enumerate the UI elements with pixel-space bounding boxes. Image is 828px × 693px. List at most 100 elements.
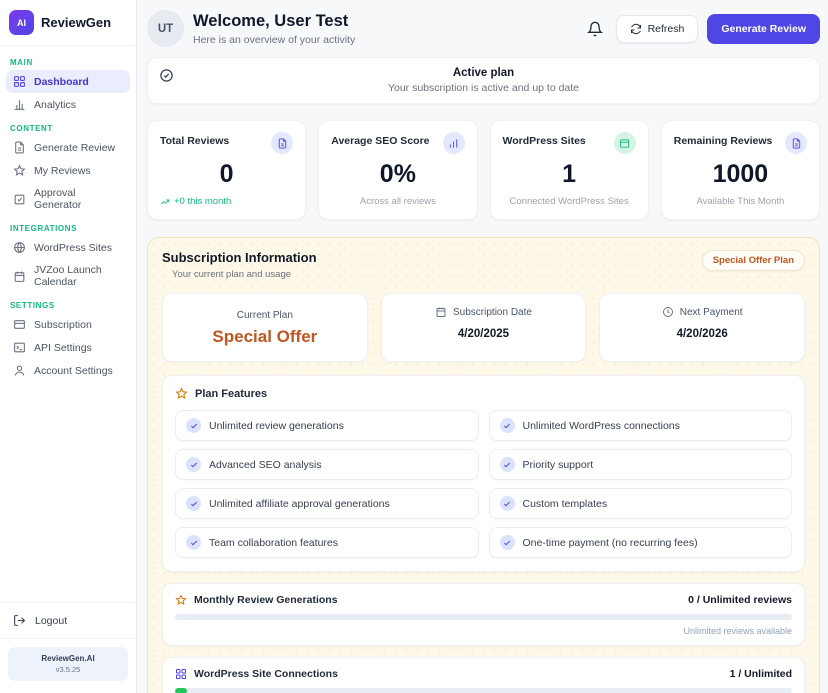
refresh-button[interactable]: Refresh — [615, 14, 699, 43]
stat-card-remaining-reviews: Remaining Reviews 1000 Available This Mo… — [660, 120, 820, 220]
stat-card-total-reviews: Total Reviews 0 +0 this month — [147, 120, 307, 220]
stat-footnote: Across all reviews — [359, 196, 436, 207]
plan-features-title: Plan Features — [195, 387, 268, 400]
usage-title: WordPress Site Connections — [194, 668, 338, 680]
sidebar-item-label: WordPress Sites — [34, 241, 112, 254]
stat-value: 0 — [219, 160, 234, 188]
calendar-icon — [13, 270, 26, 283]
app-logo-icon: AI — [9, 10, 34, 35]
banner-subtitle: Your subscription is active and up to da… — [387, 82, 580, 94]
sidebar-item-label: Approval Generator — [34, 187, 82, 211]
subscription-date-label: Subscription Date — [453, 306, 532, 318]
version-number: v3.5.25 — [55, 665, 81, 674]
current-plan-card: Current Plan Special Offer — [162, 293, 368, 362]
sidebar-item-label: JVZoo Launch Calendar — [34, 264, 102, 288]
trending-up-icon — [160, 197, 170, 207]
monthly-review-generations-card: Monthly Review Generations 0 / Unlimited… — [162, 583, 805, 646]
header: UT Welcome, User Test Here is an overvie… — [147, 8, 820, 57]
sidebar-item-label: Dashboard — [34, 75, 89, 88]
next-payment-value: 4/20/2026 — [676, 328, 728, 340]
terminal-icon — [13, 341, 26, 354]
next-payment-card: Next Payment 4/20/2026 — [599, 293, 805, 362]
usage-count: 1 / Unlimited — [729, 668, 792, 680]
nav-section-integrations: INTEGRATIONS — [10, 224, 78, 233]
plan-feature-item: Team collaboration features — [175, 527, 479, 558]
star-icon — [13, 164, 26, 177]
stat-footnote: Available This Month — [696, 196, 785, 207]
stat-cards: Total Reviews 0 +0 this month Average SE… — [147, 120, 820, 220]
star-icon — [175, 594, 187, 606]
sidebar-divider — [0, 602, 136, 603]
credit-card-icon — [13, 318, 26, 331]
generate-review-button[interactable]: Generate Review — [707, 13, 820, 44]
grid-icon — [13, 75, 26, 88]
subscription-title: Subscription Information — [162, 250, 317, 265]
app-name: ReviewGen — [41, 15, 112, 30]
grid-icon — [175, 668, 187, 680]
nav-section-content: CONTENT — [10, 124, 53, 133]
usage-title: Monthly Review Generations — [194, 594, 338, 606]
file-text-icon — [271, 132, 294, 154]
sidebar-item-jvzoo-launch-calendar[interactable]: JVZoo Launch Calendar — [6, 259, 130, 293]
badge-check-icon — [159, 68, 174, 83]
sidebar-item-analytics[interactable]: Analytics — [6, 93, 130, 116]
sidebar-item-generate-review[interactable]: Generate Review — [6, 136, 130, 159]
sidebar-item-label: Generate Review — [34, 141, 116, 154]
plan-feature-item: Priority support — [488, 449, 792, 480]
stat-label: Remaining Reviews — [673, 135, 773, 147]
page-title: Welcome, User Test — [193, 11, 349, 30]
plan-feature-item: One-time payment (no recurring fees) — [488, 527, 792, 558]
usage-count: 0 / Unlimited reviews — [688, 594, 792, 606]
sidebar-item-label: Analytics — [34, 98, 77, 111]
plan-feature-item: Advanced SEO analysis — [175, 449, 479, 480]
banner-title: Active plan — [452, 67, 515, 79]
sidebar-item-label: API Settings — [34, 341, 92, 354]
sidebar-divider — [0, 638, 136, 639]
stat-footnote: +0 this month — [160, 196, 293, 207]
sidebar-item-account-settings[interactable]: Account Settings — [6, 359, 130, 382]
plan-features-grid: Unlimited review generations Unlimited W… — [175, 410, 792, 558]
sidebar-spacer — [0, 382, 136, 602]
nav-section-settings: SETTINGS — [10, 301, 55, 310]
sidebar-item-my-reviews[interactable]: My Reviews — [6, 159, 130, 182]
notifications-button[interactable] — [583, 17, 607, 41]
stat-card-average-seo-score: Average SEO Score 0% Across all reviews — [318, 120, 478, 220]
refresh-label: Refresh — [647, 22, 685, 35]
progress-fill — [175, 688, 188, 693]
stat-value: 1 — [562, 160, 577, 188]
version-box: ReviewGen.AI v3.5.25 — [8, 647, 128, 681]
wordpress-site-connections-card: WordPress Site Connections 1 / Unlimited… — [162, 657, 805, 693]
sidebar-item-approval-generator[interactable]: Approval Generator — [6, 182, 130, 216]
sidebar-item-subscription[interactable]: Subscription — [6, 313, 130, 336]
current-plan-value: Special Offer — [212, 327, 318, 346]
check-circle-icon — [499, 457, 515, 472]
check-circle-icon — [186, 496, 201, 511]
stat-label: Average SEO Score — [331, 135, 430, 147]
subscription-date-value: 4/20/2025 — [457, 328, 510, 340]
subscription-date-card: Subscription Date 4/20/2025 — [380, 293, 587, 362]
stat-label: WordPress Sites — [502, 135, 586, 147]
check-circle-icon — [186, 535, 201, 550]
check-circle-icon — [186, 457, 201, 472]
stat-footnote: Connected WordPress Sites — [509, 196, 629, 207]
sidebar-item-wordpress-sites[interactable]: WordPress Sites — [6, 236, 130, 259]
browser-icon — [613, 132, 636, 154]
sidebar-item-api-settings[interactable]: API Settings — [6, 336, 130, 359]
subscription-info-cards: Current Plan Special Offer Subscription … — [162, 293, 805, 362]
app-logo: AI ReviewGen — [0, 0, 136, 46]
logout-button[interactable]: Logout — [0, 603, 136, 638]
sidebar-nav: MAIN Dashboard Analytics CONTENT Generat… — [0, 46, 136, 382]
check-circle-icon — [499, 418, 515, 433]
stat-value: 0% — [379, 160, 416, 188]
bar-chart-icon — [13, 98, 26, 111]
plan-features-card: Plan Features Unlimited review generatio… — [162, 375, 805, 572]
bell-icon — [586, 21, 603, 37]
sidebar-item-label: Account Settings — [34, 364, 113, 377]
stat-label: Total Reviews — [160, 135, 230, 147]
logout-label: Logout — [35, 614, 68, 627]
plan-feature-item: Unlimited affiliate approval generations — [175, 488, 479, 519]
sidebar-item-dashboard[interactable]: Dashboard — [6, 70, 130, 93]
calendar-icon — [435, 306, 447, 318]
subscription-subtitle: Your current plan and usage — [172, 269, 292, 280]
current-plan-label: Current Plan — [236, 310, 293, 321]
